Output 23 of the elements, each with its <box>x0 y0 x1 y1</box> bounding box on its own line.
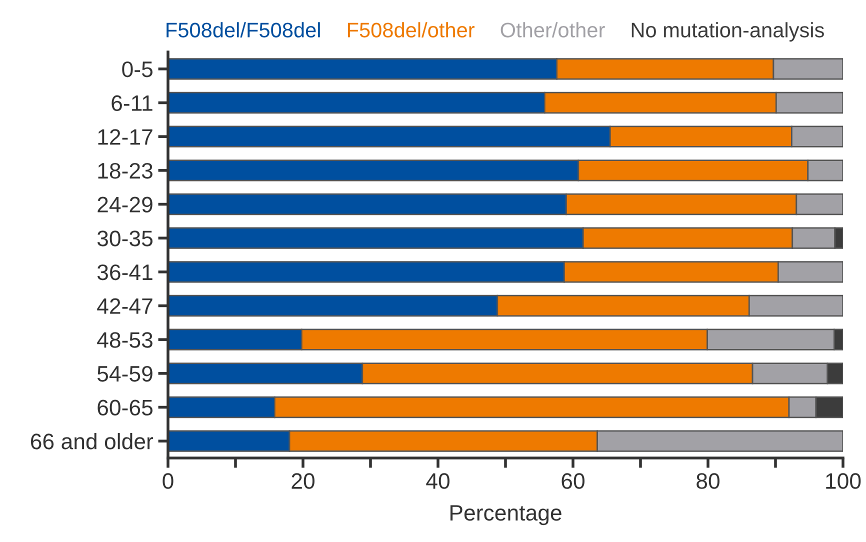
y-tick-label: 12-17 <box>98 129 152 145</box>
x-tick-label: 100 <box>826 473 861 489</box>
x-tick-label: 20 <box>292 473 314 489</box>
y-tick-label: 42-47 <box>97 298 152 314</box>
x-tick-label: 40 <box>426 473 450 489</box>
series-label: F508del/F508del <box>166 22 320 38</box>
y-tick-label: 60-65 <box>98 400 152 416</box>
text: Other/other <box>500 22 605 38</box>
y-tick-label: 36-41 <box>97 264 152 280</box>
y-tick-label: 48-53 <box>97 332 152 348</box>
y-tick-label: 24-29 <box>98 196 152 213</box>
x-tick-label: 60 <box>562 473 584 489</box>
x-tick-label: 0 <box>162 473 174 489</box>
y-tick-label: 66 and older <box>31 433 154 450</box>
y-tick-label: 0-5 <box>122 61 152 78</box>
text: No mutation-analysis <box>632 22 824 42</box>
y-tick-label: 54-59 <box>97 366 152 382</box>
x-axis-title: Percentage <box>450 505 562 526</box>
y-tick-label: 6-11 <box>112 95 152 112</box>
x-tick-label: 80 <box>696 473 720 489</box>
y-tick-label: 30-35 <box>97 230 152 246</box>
y-tick-label: 18-23 <box>98 162 152 179</box>
text: F508del/other <box>348 22 474 38</box>
